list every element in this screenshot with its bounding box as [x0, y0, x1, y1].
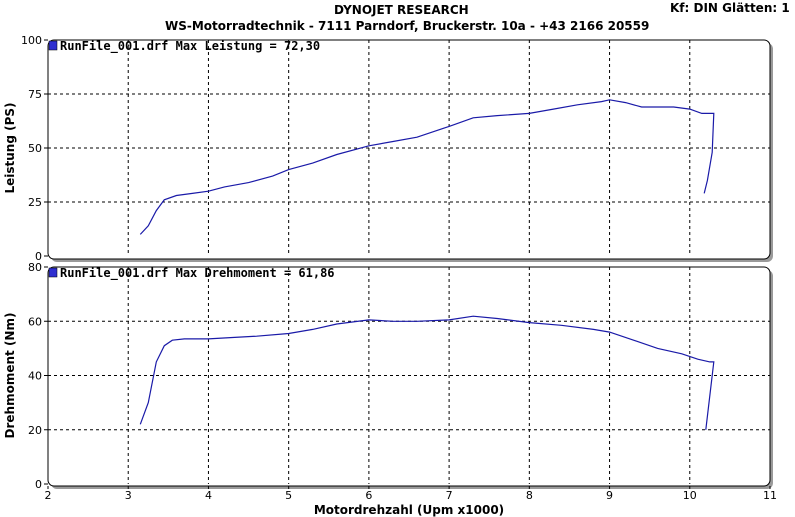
x-tick-label: 11 — [763, 489, 777, 502]
legend-label: RunFile_001.drf Max Drehmoment = 61,86 — [60, 266, 335, 281]
y-tick-label: 75 — [28, 88, 42, 101]
x-tick-label: 9 — [606, 489, 613, 502]
x-tick-label: 4 — [205, 489, 212, 502]
legend-swatch — [48, 267, 58, 278]
x-tick-label: 8 — [526, 489, 533, 502]
x-tick-label: 3 — [125, 489, 132, 502]
chart-title: DYNOJET RESEARCH — [334, 3, 469, 17]
legend-label: RunFile_001.drf Max Leistung = 72,30 — [60, 39, 320, 54]
y-tick-label: 80 — [28, 261, 42, 274]
chart-subtitle: WS-Motorradtechnik - 7111 Parndorf, Bruc… — [165, 19, 650, 33]
x-axis-label: Motordrehzahl (Upm x1000) — [314, 503, 504, 517]
panel-frame — [47, 266, 771, 487]
y-tick-label: 100 — [21, 34, 42, 47]
series-line — [139, 315, 715, 430]
y-tick-label: 0 — [35, 478, 42, 491]
y-tick-label: 60 — [28, 315, 42, 328]
x-tick-label: 6 — [365, 489, 372, 502]
panel-frame — [47, 39, 771, 260]
settings-label: Kf: DIN Glätten: 1 — [670, 1, 790, 15]
y-tick-label: 20 — [28, 424, 42, 437]
y-axis-label: Leistung (PS) — [3, 102, 17, 193]
y-tick-label: 40 — [28, 370, 42, 383]
x-tick-label: 10 — [683, 489, 697, 502]
legend-swatch — [48, 40, 58, 51]
y-tick-label: 25 — [28, 196, 42, 209]
y-axis-label: Drehmoment (Nm) — [3, 313, 17, 439]
y-tick-label: 0 — [35, 250, 42, 263]
series-line — [139, 99, 715, 235]
x-tick-label: 5 — [285, 489, 292, 502]
y-tick-label: 50 — [28, 142, 42, 155]
x-tick-label: 7 — [446, 489, 453, 502]
x-tick-label: 2 — [45, 489, 52, 502]
